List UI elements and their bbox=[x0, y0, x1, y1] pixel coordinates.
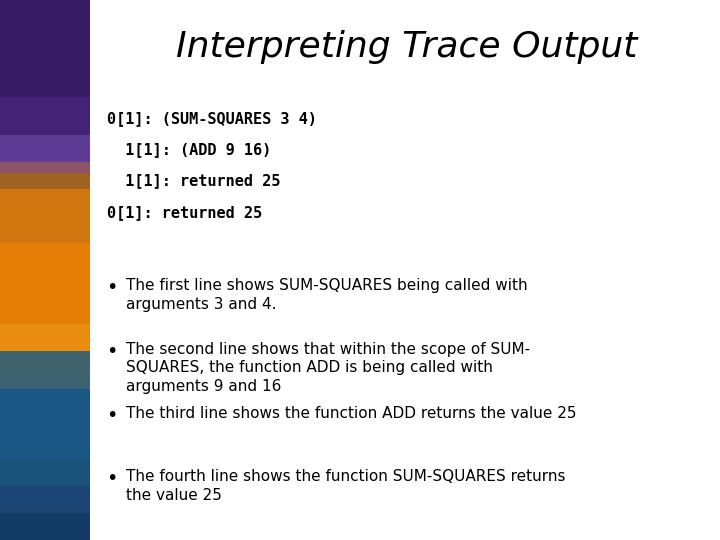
Text: 0[1]: returned 25: 0[1]: returned 25 bbox=[107, 205, 261, 220]
FancyBboxPatch shape bbox=[0, 0, 90, 540]
Text: The second line shows that within the scope of SUM-
SQUARES, the function ADD is: The second line shows that within the sc… bbox=[126, 342, 530, 394]
Text: The fourth line shows the function SUM-SQUARES returns
the value 25: The fourth line shows the function SUM-S… bbox=[126, 469, 565, 503]
Text: 0[1]: (SUM-SQUARES 3 4): 0[1]: (SUM-SQUARES 3 4) bbox=[107, 111, 316, 126]
Text: The third line shows the function ADD returns the value 25: The third line shows the function ADD re… bbox=[126, 406, 577, 421]
Text: •: • bbox=[106, 278, 117, 297]
Text: •: • bbox=[106, 406, 117, 424]
FancyBboxPatch shape bbox=[0, 162, 90, 378]
FancyBboxPatch shape bbox=[0, 459, 90, 513]
Text: •: • bbox=[106, 469, 117, 488]
Text: Interpreting Trace Output: Interpreting Trace Output bbox=[176, 30, 637, 64]
Text: 1[1]: (ADD 9 16): 1[1]: (ADD 9 16) bbox=[107, 142, 271, 157]
FancyBboxPatch shape bbox=[0, 351, 90, 540]
FancyBboxPatch shape bbox=[0, 0, 90, 135]
Text: 1[1]: returned 25: 1[1]: returned 25 bbox=[107, 173, 280, 188]
FancyBboxPatch shape bbox=[0, 0, 90, 97]
FancyBboxPatch shape bbox=[0, 189, 90, 351]
FancyBboxPatch shape bbox=[0, 351, 90, 486]
FancyBboxPatch shape bbox=[0, 97, 90, 173]
Text: •: • bbox=[106, 342, 117, 361]
FancyBboxPatch shape bbox=[0, 513, 90, 540]
FancyBboxPatch shape bbox=[0, 243, 90, 324]
Text: The first line shows SUM-SQUARES being called with
arguments 3 and 4.: The first line shows SUM-SQUARES being c… bbox=[126, 278, 528, 312]
FancyBboxPatch shape bbox=[0, 173, 90, 243]
FancyBboxPatch shape bbox=[0, 324, 90, 389]
FancyBboxPatch shape bbox=[0, 389, 90, 459]
